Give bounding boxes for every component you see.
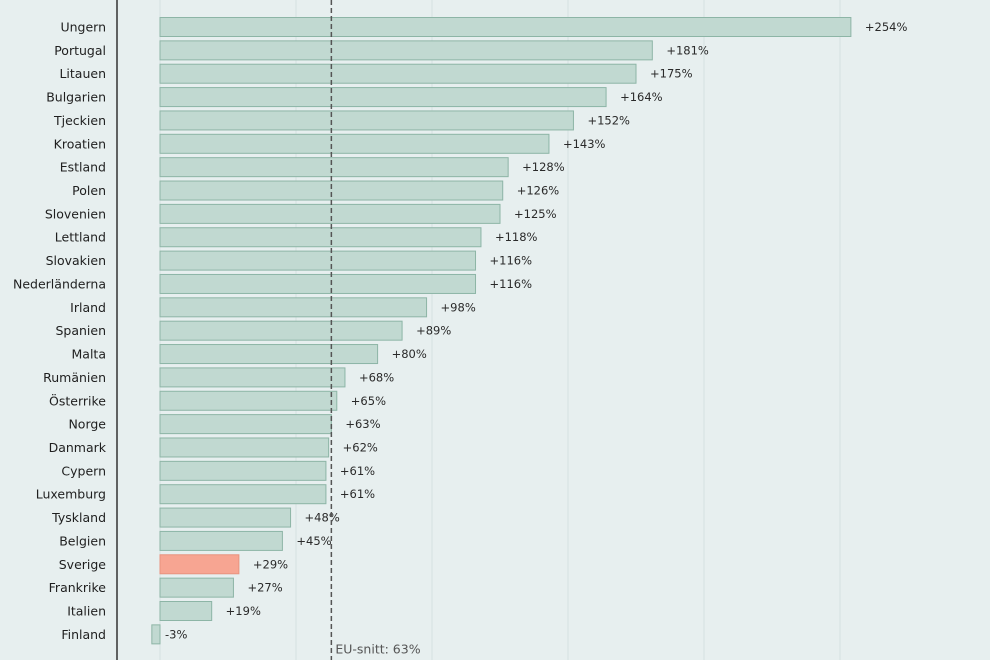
- category-label: Sverige: [59, 557, 107, 572]
- value-label: +126%: [517, 184, 560, 198]
- bar: [159, 40, 653, 61]
- category-label: Cypern: [61, 463, 106, 478]
- category-label: Italien: [67, 604, 106, 619]
- category-label: Portugal: [54, 43, 106, 58]
- category-label: Danmark: [49, 440, 107, 455]
- value-label: +175%: [650, 67, 693, 81]
- value-label: +128%: [522, 160, 565, 174]
- value-label: +116%: [490, 254, 533, 268]
- value-label: +63%: [345, 417, 380, 431]
- value-label: +61%: [340, 464, 375, 478]
- value-label: +181%: [666, 43, 709, 57]
- bars: [151, 17, 852, 645]
- bar: [159, 250, 477, 271]
- bar: [159, 390, 338, 411]
- value-label: +19%: [226, 604, 261, 618]
- bar: [159, 367, 346, 388]
- bar: [159, 133, 550, 154]
- value-label: +143%: [563, 137, 606, 151]
- value-label: +125%: [514, 207, 557, 221]
- bar: [159, 110, 574, 131]
- category-label: Nederländerna: [13, 276, 106, 291]
- value-label: -3%: [165, 627, 187, 641]
- value-label: +118%: [495, 230, 538, 244]
- value-label: +89%: [416, 324, 451, 338]
- bar: [159, 554, 240, 575]
- value-label: +116%: [490, 277, 533, 291]
- value-label: +65%: [351, 394, 386, 408]
- value-label: +68%: [359, 370, 394, 384]
- category-label: Polen: [72, 183, 106, 198]
- bar: [159, 273, 477, 294]
- bar: [159, 297, 428, 318]
- bar: [159, 180, 504, 201]
- bar: [159, 203, 501, 224]
- bar: [159, 157, 509, 178]
- category-label: Finland: [61, 627, 106, 642]
- category-label: Lettland: [55, 230, 106, 245]
- category-label: Frankrike: [49, 580, 107, 595]
- bar: [159, 484, 327, 505]
- category-label: Norge: [68, 417, 106, 432]
- value-label: +254%: [865, 20, 908, 34]
- value-label: +98%: [441, 300, 476, 314]
- category-label: Rumänien: [43, 370, 106, 385]
- value-label: +45%: [296, 534, 331, 548]
- value-label: +80%: [392, 347, 427, 361]
- category-label: Luxemburg: [36, 487, 106, 502]
- bar: [159, 577, 234, 598]
- bar: [159, 437, 330, 458]
- value-label: +29%: [253, 557, 288, 571]
- category-label: Kroatien: [54, 136, 106, 151]
- category-label: Slovenien: [45, 206, 106, 221]
- category-label: Ungern: [60, 20, 106, 35]
- bar: [159, 414, 332, 435]
- bar: [159, 530, 283, 551]
- value-label: +48%: [305, 511, 340, 525]
- bar: [159, 17, 852, 37]
- category-label: Tjeckien: [53, 113, 106, 128]
- category-label: Österrike: [49, 392, 106, 408]
- category-label: Malta: [72, 347, 106, 362]
- bar: [159, 63, 637, 84]
- bar: [159, 227, 482, 248]
- category-label: Spanien: [55, 323, 106, 338]
- bar: [159, 344, 379, 365]
- reference-group: EU-snitt: 63%: [330, 0, 421, 660]
- category-label: Slovakien: [46, 253, 106, 268]
- bar: [151, 624, 161, 645]
- category-label: Tyskland: [51, 510, 106, 525]
- category-label: Litauen: [59, 66, 106, 81]
- bar: [159, 460, 327, 481]
- value-label: +27%: [247, 581, 282, 595]
- category-label: Irland: [70, 300, 106, 315]
- value-label: +164%: [620, 90, 663, 104]
- eu-average-label: EU-snitt: 63%: [335, 642, 420, 657]
- bar: [159, 87, 607, 108]
- category-label: Bulgarien: [46, 90, 106, 105]
- bar: [159, 320, 403, 341]
- bar: [159, 601, 213, 621]
- value-label: +61%: [340, 487, 375, 501]
- bar: [159, 507, 292, 528]
- category-label: Belgien: [59, 533, 106, 548]
- category-label: Estland: [60, 160, 106, 175]
- value-labels: +254% +181% +175% +164% +152% +143% +128% +126%…: [165, 20, 907, 641]
- value-label: +62%: [343, 440, 378, 454]
- category-labels: Ungern Portugal Litauen Bulgarien Tjeckien Kr…: [13, 20, 107, 642]
- value-label: +152%: [587, 113, 630, 127]
